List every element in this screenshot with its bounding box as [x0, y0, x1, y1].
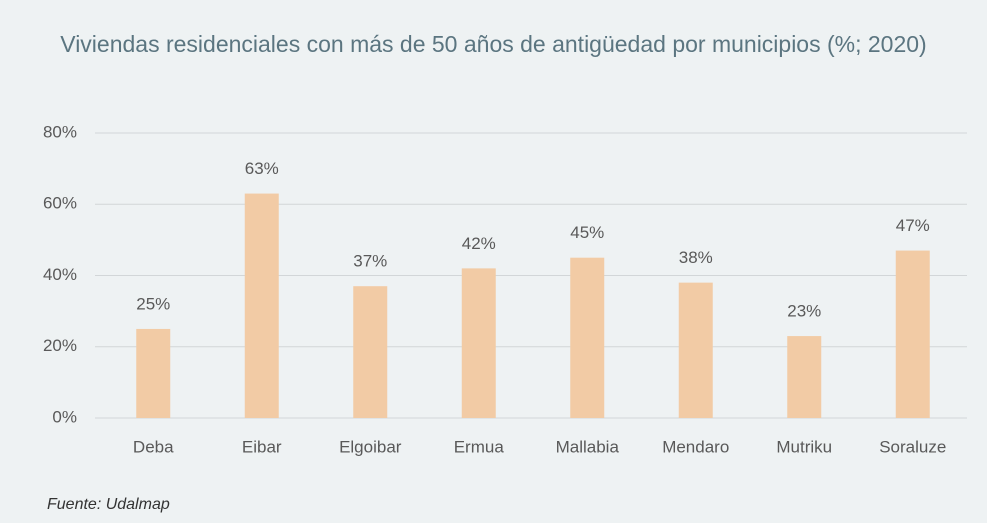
x-tick-label: Mallabia [556, 437, 620, 456]
data-label: 38% [679, 248, 713, 267]
x-tick-label: Elgoibar [339, 437, 402, 456]
x-tick-label: Mendaro [662, 437, 729, 456]
data-label: 42% [462, 234, 496, 253]
bar [895, 250, 930, 418]
data-label: 23% [787, 302, 821, 321]
x-tick-label: Soraluze [879, 437, 946, 456]
x-tick-label: Deba [133, 437, 174, 456]
data-label: 25% [136, 294, 170, 313]
x-tick-label: Eibar [242, 437, 282, 456]
data-label: 47% [896, 216, 930, 235]
y-tick-label: 0% [52, 407, 77, 426]
bar [461, 268, 496, 418]
bar [136, 328, 171, 418]
data-label: 45% [570, 223, 604, 242]
y-tick-label: 20% [43, 336, 77, 355]
x-tick-label: Mutriku [776, 437, 832, 456]
bar [787, 336, 822, 418]
data-label: 63% [245, 159, 279, 178]
chart-title: Viviendas residenciales con más de 50 añ… [60, 31, 927, 57]
bar [353, 286, 388, 418]
x-tick-label: Ermua [454, 437, 505, 456]
source-note: Fuente: Udalmap [47, 496, 170, 513]
y-tick-label: 80% [43, 122, 77, 141]
bar [678, 282, 713, 418]
y-tick-label: 40% [43, 265, 77, 284]
bar [570, 257, 605, 418]
data-label: 37% [353, 252, 387, 271]
bar [244, 193, 279, 418]
y-tick-label: 60% [43, 194, 77, 213]
